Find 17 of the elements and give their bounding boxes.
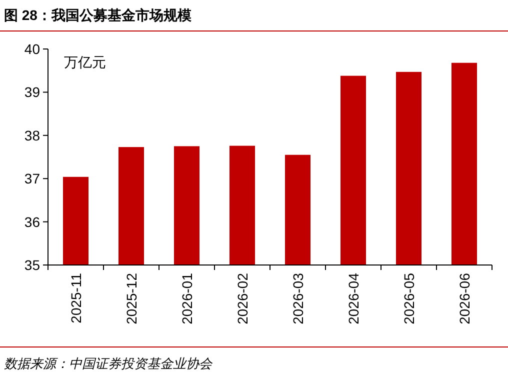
y-tick-label: 35 (24, 257, 40, 273)
x-tick-label: 2026-05 (400, 272, 417, 324)
source-note: 数据来源：中国证券投资基金业协会 (4, 356, 213, 371)
y-tick-label: 38 (24, 127, 40, 144)
x-tick-label: 2026-02 (234, 272, 250, 324)
x-tick-label: 2026-06 (456, 272, 472, 324)
y-tick-label: 37 (24, 170, 40, 187)
chart-title: 图 28：我国公募基金市场规模 (4, 7, 192, 23)
x-tick-label: 2026-04 (345, 272, 362, 324)
y-tick-label: 36 (24, 214, 40, 230)
x-tick-label: 2026-03 (290, 272, 306, 324)
x-tick-label: 2026-01 (178, 272, 195, 324)
y-tick-label: 40 (24, 41, 40, 57)
y-tick-label: 39 (24, 84, 40, 100)
x-tick-label: 2025-11 (68, 272, 84, 324)
y-axis-title: 万亿元 (64, 54, 106, 70)
x-tick-label: 2025-12 (123, 272, 140, 324)
